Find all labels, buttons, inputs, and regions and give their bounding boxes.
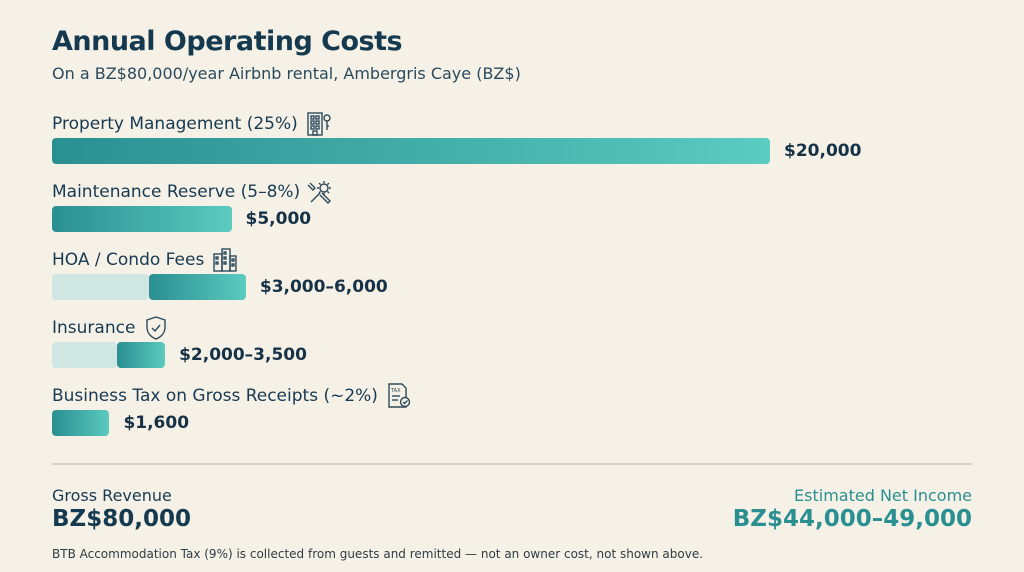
value-label-maintenance-reserve: $5,000 [245,209,312,229]
bar-property-management [52,138,770,164]
gross-revenue-label: Gross Revenue [52,486,172,505]
bar-range-low-insurance [52,342,117,368]
category-label-text: Business Tax on Gross Receipts (~2%) [52,386,378,406]
category-label-text: Insurance [52,318,136,338]
bar-insurance [116,342,166,368]
bar-hoa-condo-fees [148,274,246,300]
chart-title: Annual Operating Costs [52,26,403,57]
category-label-insurance: Insurance [52,314,170,342]
shield-check-icon [142,314,170,342]
wrench-gear-icon [307,178,335,206]
category-label-business-tax: Business Tax on Gross Receipts (~2%) TAX [52,382,413,410]
bar-range-low-hoa-condo-fees [52,274,149,300]
category-label-text: Maintenance Reserve (5–8%) [52,182,301,202]
bar-business-tax [52,410,110,436]
summary-divider [52,463,972,465]
value-label-business-tax: $1,600 [123,413,190,433]
net-income-label: Estimated Net Income [794,486,972,505]
gross-revenue-value: BZ$80,000 [52,506,191,532]
category-label-text: Property Management (25%) [52,114,298,134]
value-label-hoa-condo-fees: $3,000–6,000 [259,277,388,297]
category-label-hoa-condo-fees: HOA / Condo Fees [52,246,239,274]
category-label-maintenance-reserve: Maintenance Reserve (5–8%) [52,178,335,206]
value-label-property-management: $20,000 [784,141,862,161]
value-label-insurance: $2,000–3,500 [179,345,307,365]
condo-building-icon [211,246,239,274]
tax-document-icon: TAX [385,382,413,410]
building-key-icon [305,110,333,138]
svg-text:TAX: TAX [390,388,401,394]
category-label-property-management: Property Management (25%) [52,110,333,138]
bar-maintenance-reserve [52,206,232,232]
footnote: BTB Accommodation Tax (9%) is collected … [52,547,704,561]
chart-subtitle: On a BZ$80,000/year Airbnb rental, Amber… [52,64,521,83]
category-label-text: HOA / Condo Fees [52,250,205,270]
net-income-value: BZ$44,000–49,000 [732,506,972,532]
